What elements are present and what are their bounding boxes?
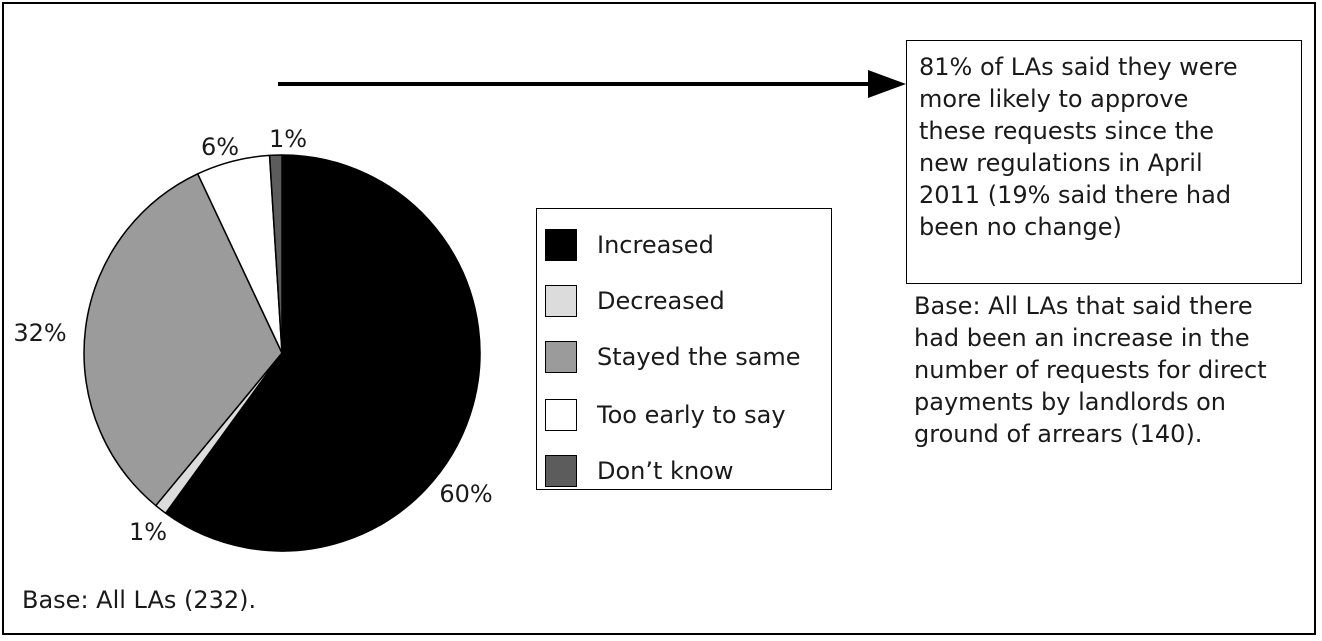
legend-swatch-decreased [545,285,577,317]
callout-box: 81% of LAs said they were more likely to… [906,40,1302,284]
callout-arrow-head [868,70,906,98]
legend: Increased Decreased Stayed the same Too … [536,208,832,490]
base-note-line: had been an increase in the [914,324,1250,352]
base-note-all: Base: All LAs (232). [22,586,257,614]
slice-label-too-early-to-say: 6% [201,133,239,161]
legend-item-stayed-the-same: Stayed the same [545,339,801,375]
legend-item-too-early-to-say: Too early to say [545,397,786,433]
base-note-line: Base: All LAs that said there [914,292,1253,320]
legend-item-increased: Increased [545,227,714,263]
legend-label-stayed-the-same: Stayed the same [597,343,801,371]
base-note-line: ground of arrears (140). [914,420,1203,448]
legend-swatch-stayed-the-same [545,341,577,373]
legend-label-dont-know: Don’t know [597,457,734,485]
slice-label-stayed-the-same: 32% [13,319,66,347]
slice-label-don-t-know: 1% [269,125,307,153]
base-note-subset: Base: All LAs that said there had been a… [914,290,1314,450]
legend-label-too-early-to-say: Too early to say [597,401,786,429]
callout-line: 81% of LAs said they were [919,53,1238,81]
callout-line: these requests since the [919,117,1215,145]
legend-swatch-too-early-to-say [545,399,577,431]
pie-slice-stayed-the-same [83,173,283,507]
legend-item-dont-know: Don’t know [545,453,733,489]
base-note-line: payments by landlords on [914,388,1226,416]
legend-swatch-increased [545,229,577,261]
pie-slice-increased [164,154,481,552]
legend-label-increased: Increased [597,231,714,259]
callout-line: been no change) [919,213,1122,241]
base-note-line: number of requests for direct [914,356,1267,384]
callout-line: 2011 (19% said there had [919,181,1232,209]
legend-swatch-dont-know [545,455,577,487]
slice-label-decreased: 1% [129,518,167,546]
legend-item-decreased: Decreased [545,283,725,319]
pie-slice-don-t-know [268,154,283,354]
callout-line: more likely to approve [919,85,1189,113]
callout-line: new regulations in April [919,149,1203,177]
callout-arrow [278,70,906,98]
legend-label-decreased: Decreased [597,287,725,315]
slice-label-increased: 60% [439,480,492,508]
